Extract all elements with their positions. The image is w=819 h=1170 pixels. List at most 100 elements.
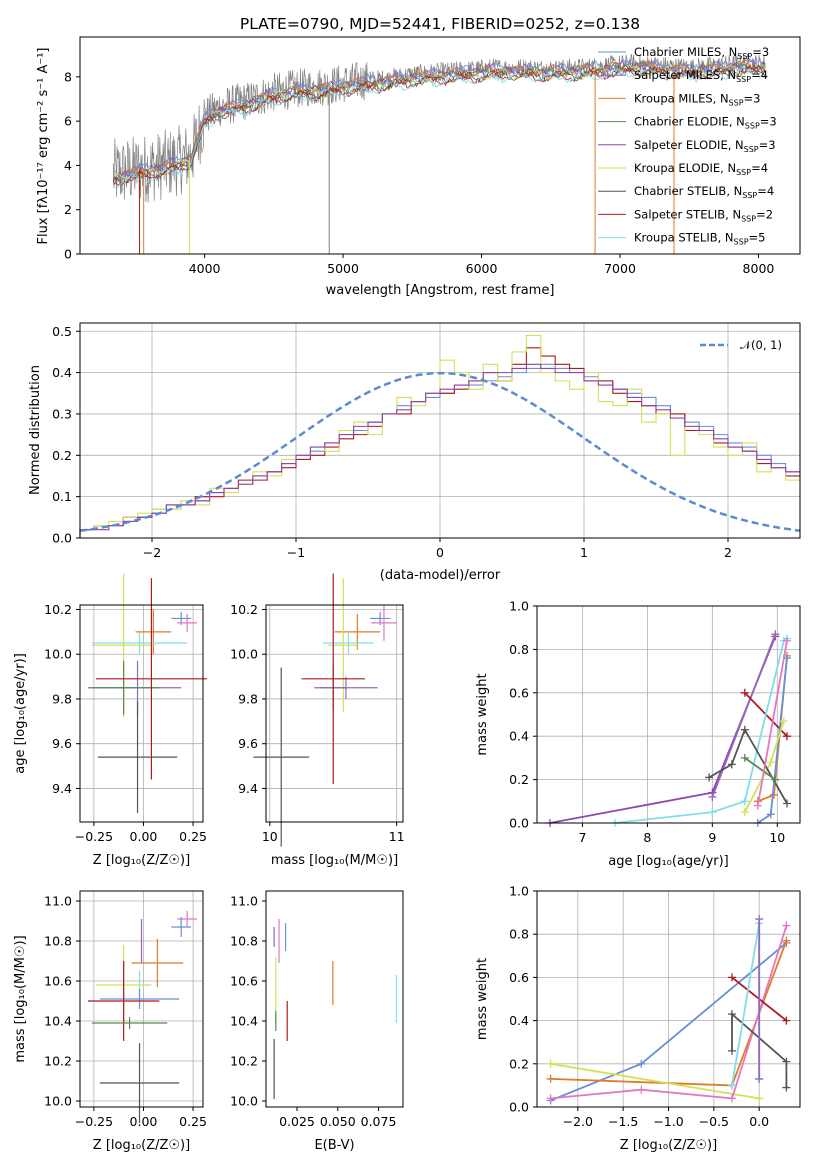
massweight-vs-age-series-6-marker-1	[766, 758, 775, 767]
massweight-vs-z-series-5-marker-3	[782, 1083, 791, 1092]
massweight-vs-z-xtick-label: −2.0	[563, 1114, 593, 1129]
massweight-vs-z-series-3-marker-2	[727, 1094, 736, 1103]
age-vs-mass-xlabel: mass [log₁₀(M/M☉)]	[271, 853, 398, 868]
massweight-vs-age-ytick-label: 0.6	[509, 685, 529, 700]
massweight-vs-age-xtick-label: 9	[708, 830, 716, 845]
mass-vs-z-xlabel: Z [log₁₀(Z/Z☉)]	[93, 1138, 190, 1153]
massweight-vs-age-series-7-marker-2	[740, 725, 749, 734]
age-vs-z-ytick-label: 10.0	[44, 647, 72, 662]
massweight-vs-z-series-1-marker-0	[546, 1074, 555, 1083]
mass-vs-ebv-xtick-label: 0.075	[361, 1114, 397, 1129]
age-vs-mass-ytick-label: 9.8	[238, 691, 258, 706]
age-vs-z-ytick-label: 9.8	[52, 691, 72, 706]
residuals-ytick-label: 0.0	[52, 531, 72, 546]
massweight-vs-age-xtick-label: 10	[769, 830, 785, 845]
figure-title: PLATE=0790, MJD=52441, FIBERID=0252, z=0…	[240, 15, 640, 33]
residuals-xtick-label: 0	[436, 545, 444, 560]
legend-label-0: Chabrier MILES, NSSP=3	[634, 45, 769, 61]
massweight-vs-z-series-6-marker-0	[727, 1081, 736, 1090]
massweight-vs-z-ytick-label: 1.0	[509, 884, 529, 899]
spectrum-xtick-label: 5000	[327, 261, 359, 276]
massweight-vs-age-series-1-marker-0	[708, 792, 717, 801]
mass-vs-z-ytick-label: 11.0	[44, 894, 72, 909]
age-vs-z-frame	[79, 604, 204, 823]
age-vs-z-xtick-label: 0.25	[179, 829, 207, 844]
legend-label-4: Salpeter ELODIE, NSSP=3	[634, 138, 776, 154]
mass-vs-z-xtick-label: −0.25	[75, 1114, 113, 1129]
legend-label-3: Chabrier ELODIE, NSSP=3	[634, 115, 777, 131]
massweight-vs-z-ytick-label: 0.0	[509, 1100, 529, 1115]
spectrum-ytick-label: 8	[64, 69, 72, 84]
massweight-vs-age-series-9	[756, 640, 788, 806]
massweight-vs-age-series-5	[757, 658, 788, 824]
mass-vs-z-ytick-label: 10.4	[44, 1014, 72, 1029]
residuals-histograms	[79, 334, 801, 538]
spectrum-lines	[112, 53, 766, 254]
mass-vs-ebv-xtick-label: 0.050	[320, 1114, 356, 1129]
massweight-vs-age-series-9-marker-0	[753, 801, 762, 810]
mass-vs-ebv-xlabel: E(B-V)	[314, 1138, 354, 1153]
massweight-vs-z-xlabel: Z [log₁₀(Z/Z☉)]	[620, 1138, 717, 1153]
histogram-series-2	[79, 334, 800, 538]
age-vs-z-xlabel: Z [log₁₀(Z/Z☉)]	[93, 853, 190, 868]
age-vs-z-xtick-label: 0.00	[130, 829, 158, 844]
histogram-series-3	[79, 363, 800, 538]
mass-vs-ebv-ytick-label: 10.8	[230, 934, 258, 949]
mass-vs-ebv-ytick-label: 11.0	[230, 894, 258, 909]
massweight-vs-z-series-0-marker-1	[637, 1059, 646, 1068]
massweight-vs-z-ylabel: mass weight	[475, 958, 490, 1040]
residuals-ytick-label: 0.2	[52, 448, 72, 463]
mass-vs-ebv-ytick-label: 10.2	[230, 1054, 258, 1069]
massweight-vs-age-frame	[536, 605, 801, 824]
massweight-vs-z-series-4-marker-0	[727, 973, 736, 982]
spectrum-ytick-label: 0	[64, 247, 72, 262]
massweight-vs-z-series-3-marker-1	[637, 1085, 646, 1094]
age-vs-z-ytick-label: 9.4	[52, 781, 72, 796]
residuals-panel: −2 −1 0 1 2 0.0 0.1 0.2 0.3 0.4 0.5 (data-model)/e…	[28, 322, 801, 583]
spectrum-frame	[79, 36, 801, 255]
massweight-vs-z-xtick-label: −1.5	[608, 1114, 638, 1129]
massweight-vs-z-series-6	[731, 923, 761, 1086]
massweight-vs-age-series-3-marker-1	[708, 808, 717, 817]
spectrum-panel: 4000 5000 6000 7000 8000 0 2 4 6 8 wavelength [An…	[36, 36, 801, 298]
mass-vs-ebv-ytick-label: 10.6	[230, 974, 258, 989]
residuals-ytick-label: 0.3	[52, 406, 72, 421]
legend-label-2: Kroupa MILES, NSSP=3	[634, 91, 760, 107]
spectrum-xtick-label: 7000	[604, 261, 636, 276]
massweight-vs-age-series-5-marker-1	[766, 810, 775, 819]
massweight-vs-age-series-3-marker-2	[740, 797, 749, 806]
gaussian-legend-label: 𝒩(0, 1)	[740, 338, 782, 352]
massweight-vs-z-series-7-marker-0	[755, 915, 764, 924]
residuals-xtick-label: 2	[724, 545, 732, 560]
massweight-vs-z-series-4-marker-1	[782, 1016, 791, 1025]
residuals-ytick-label: 0.5	[52, 324, 72, 339]
gaussian-curve	[79, 371, 801, 533]
spectrum-ylabel: Flux [fλ10⁻¹⁷ erg cm⁻² s⁻¹ A⁻¹]	[36, 48, 51, 245]
mass-vs-ebv-frame	[265, 890, 404, 1108]
mass-vs-z-ylabel: mass [log₁₀(M/M☉)]	[13, 935, 28, 1062]
massweight-vs-z-series-5-marker-1	[727, 1010, 736, 1019]
massweight-vs-age-panel: 7 8 9 10 0.0 0.2 0.4 0.6 0.8 1.0 age [log₁₀(age/yr…	[475, 599, 801, 869]
massweight-vs-age-series-6-marker-0	[740, 808, 749, 817]
massweight-vs-age-series-8	[744, 757, 776, 781]
spectrum-xtick-label: 6000	[466, 261, 498, 276]
massweight-vs-z-series-7-marker-1	[755, 1074, 764, 1083]
massweight-vs-z-ytick-label: 0.8	[509, 927, 529, 942]
massweight-vs-age-ylabel: mass weight	[475, 673, 490, 755]
massweight-vs-age-ytick-label: 0.8	[509, 642, 529, 657]
massweight-vs-age-xlabel: age [log₁₀(age/yr)]	[608, 854, 729, 869]
mass-vs-z-ytick-label: 10.0	[44, 1094, 72, 1109]
massweight-vs-z-ytick-label: 0.2	[509, 1056, 529, 1071]
residuals-xtick-label: 1	[580, 545, 588, 560]
massweight-vs-age-ytick-label: 0.4	[509, 729, 529, 744]
mass-vs-z-ytick-label: 10.2	[44, 1054, 72, 1069]
mass-vs-ebv-xtick-label: 0.025	[279, 1114, 315, 1129]
spectrum-ytick-label: 2	[64, 202, 72, 217]
residuals-xlabel: (data-model)/error	[380, 568, 501, 583]
spectrum-ytick-label: 4	[64, 158, 72, 173]
massweight-vs-z-xtick-label: −1.0	[653, 1114, 683, 1129]
massweight-vs-age-ytick-label: 1.0	[509, 599, 529, 614]
mass-vs-ebv-ytick-label: 10.0	[230, 1094, 258, 1109]
massweight-vs-z-series-3-marker-0	[546, 1094, 555, 1103]
